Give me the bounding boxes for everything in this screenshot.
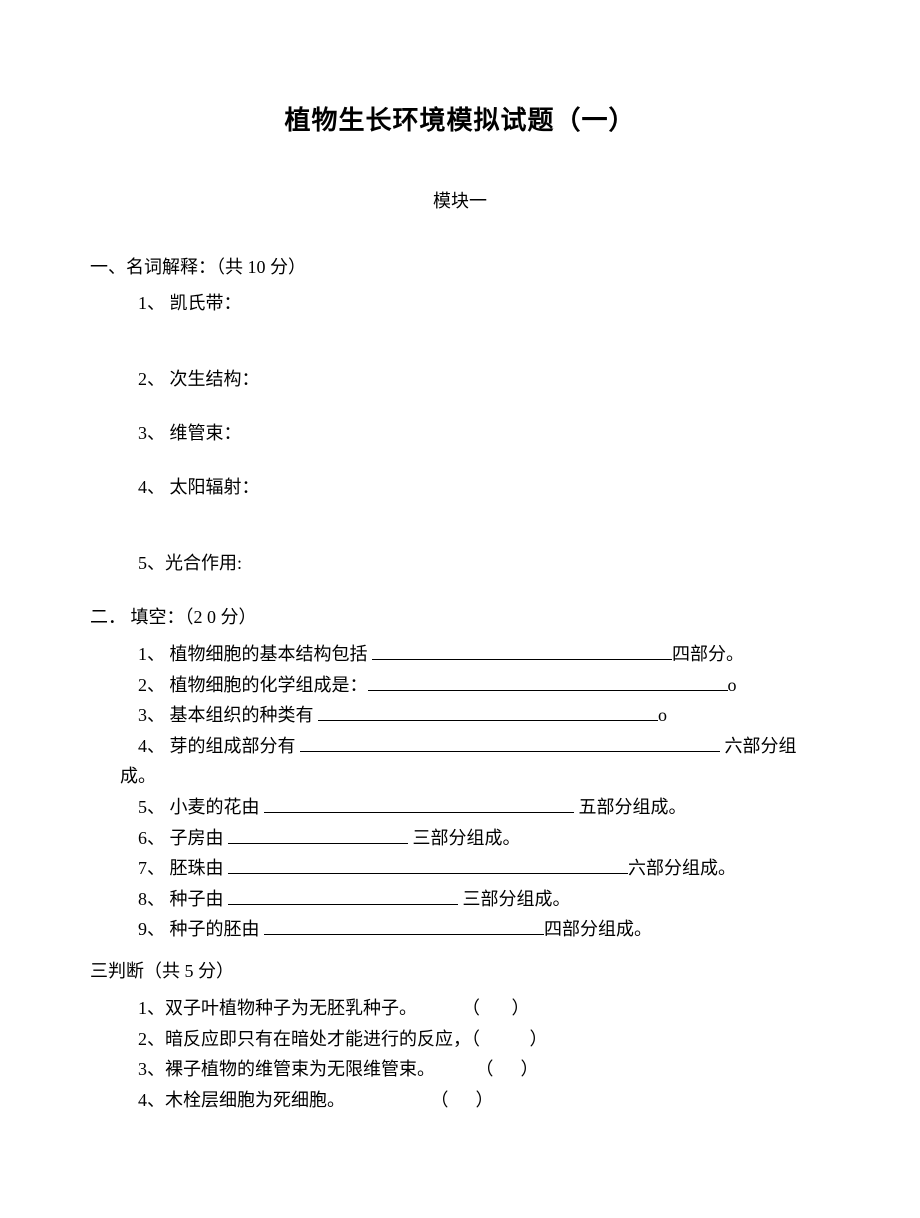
fill-3: 3、 基本组织的种类有 o bbox=[138, 700, 830, 731]
fill-3-pre: 3、 基本组织的种类有 bbox=[138, 705, 318, 725]
term-3: 3、 维管束： bbox=[138, 419, 830, 445]
fill-7-post: 六部分组成。 bbox=[628, 858, 736, 878]
blank-5[interactable] bbox=[264, 795, 574, 813]
fill-2-post: o bbox=[728, 675, 737, 695]
section3-header: 三判断（共 5 分） bbox=[90, 957, 830, 983]
fill-5-pre: 5、 小麦的花由 bbox=[138, 797, 264, 817]
section2-header: 二． 填空：（2 0 分） bbox=[90, 603, 830, 629]
fill-2: 2、 植物细胞的化学组成是： o bbox=[138, 670, 830, 701]
judge-3: 3、裸子植物的维管束为无限维管束。 （ ） bbox=[138, 1054, 830, 1085]
blank-1[interactable] bbox=[372, 642, 672, 660]
fill-6-pre: 6、 子房由 bbox=[138, 828, 228, 848]
fill-7-pre: 7、 胚珠由 bbox=[138, 858, 228, 878]
blank-9[interactable] bbox=[264, 917, 544, 935]
fill-4-cont: 成。 bbox=[120, 761, 830, 792]
blank-8[interactable] bbox=[228, 887, 458, 905]
fill-3-post: o bbox=[658, 705, 667, 725]
fill-2-pre: 2、 植物细胞的化学组成是： bbox=[138, 675, 368, 695]
term-2: 2、 次生结构： bbox=[138, 365, 830, 391]
judge-2: 2、暗反应即只有在暗处才能进行的反应，（ ） bbox=[138, 1024, 830, 1055]
fill-8-post: 三部分组成。 bbox=[458, 889, 571, 909]
page-title: 植物生长环境模拟试题（一） bbox=[90, 100, 830, 137]
term-1: 1、 凯氏带： bbox=[138, 289, 830, 315]
fill-8: 8、 种子由 三部分组成。 bbox=[138, 884, 830, 915]
blank-2[interactable] bbox=[368, 673, 728, 691]
fill-6: 6、 子房由 三部分组成。 bbox=[138, 823, 830, 854]
fill-1: 1、 植物细胞的基本结构包括 四部分。 bbox=[138, 639, 830, 670]
fill-8-pre: 8、 种子由 bbox=[138, 889, 228, 909]
judge-1: 1、双子叶植物种子为无胚乳种子。 （ ） bbox=[138, 993, 830, 1024]
subtitle: 模块一 bbox=[90, 187, 830, 213]
fill-9-pre: 9、 种子的胚由 bbox=[138, 919, 264, 939]
blank-7[interactable] bbox=[228, 856, 628, 874]
section1-header: 一、名词解释：（共 10 分） bbox=[90, 253, 830, 279]
fill-5: 5、 小麦的花由 五部分组成。 bbox=[138, 792, 830, 823]
fill-7: 7、 胚珠由 六部分组成。 bbox=[138, 853, 830, 884]
fill-4: 4、 芽的组成部分有 六部分组 bbox=[138, 731, 830, 762]
fill-4-post: 六部分组 bbox=[720, 736, 797, 756]
blank-3[interactable] bbox=[318, 703, 658, 721]
judge-4: 4、木栓层细胞为死细胞。 （ ） bbox=[138, 1085, 830, 1116]
fill-4-pre: 4、 芽的组成部分有 bbox=[138, 736, 300, 756]
blank-4[interactable] bbox=[300, 734, 720, 752]
fill-9: 9、 种子的胚由 四部分组成。 bbox=[138, 914, 830, 945]
fill-1-post: 四部分。 bbox=[672, 644, 744, 664]
blank-6[interactable] bbox=[228, 826, 408, 844]
fill-6-post: 三部分组成。 bbox=[408, 828, 521, 848]
fill-1-pre: 1、 植物细胞的基本结构包括 bbox=[138, 644, 372, 664]
fill-5-post: 五部分组成。 bbox=[574, 797, 687, 817]
term-4: 4、 太阳辐射： bbox=[138, 473, 830, 499]
term-5: 5、光合作用: bbox=[138, 549, 830, 575]
fill-9-post: 四部分组成。 bbox=[544, 919, 652, 939]
